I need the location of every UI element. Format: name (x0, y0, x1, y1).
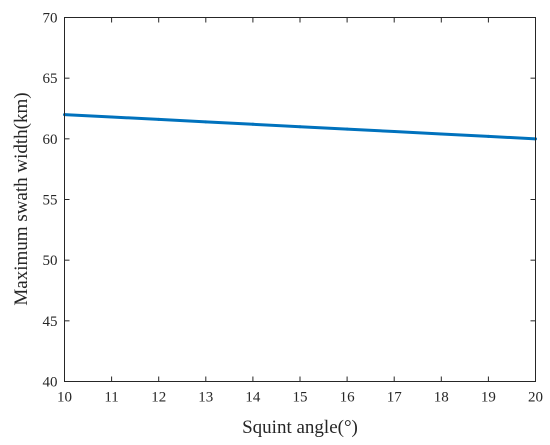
y-tick-label: 45 (43, 314, 58, 330)
x-tick-label: 10 (57, 390, 72, 406)
data-point (110, 115, 114, 119)
data-point (486, 134, 490, 138)
x-tick-label: 13 (198, 390, 213, 406)
y-tick-label: 50 (43, 253, 58, 269)
x-tick-label: 16 (340, 390, 356, 406)
x-axis-title: Squint angle(°) (242, 417, 358, 438)
x-tick-label: 17 (387, 390, 403, 406)
x-tick-label: 12 (151, 390, 166, 406)
plot-area-frame (64, 17, 536, 382)
data-point (392, 130, 396, 134)
ticks-layer: 10 11 12 13 14 15 16 17 18 19 20 40 45 50 55 60 65 70 (43, 11, 544, 406)
series-layer (63, 113, 537, 141)
y-axis-title: Maximum swath width(km) (11, 92, 32, 305)
x-tick-label: 18 (434, 390, 449, 406)
data-point (298, 125, 302, 129)
x-tick-label: 15 (293, 390, 308, 406)
y-tick-label: 40 (43, 375, 58, 391)
data-point (345, 127, 349, 131)
y-tick-label: 70 (43, 11, 58, 27)
data-point (251, 122, 255, 126)
x-tick-label: 11 (104, 390, 118, 406)
x-tick-label: 20 (528, 390, 543, 406)
y-tick-label: 65 (43, 71, 58, 87)
data-point (157, 117, 161, 121)
x-tick-label: 19 (481, 390, 496, 406)
data-point (204, 120, 208, 124)
y-tick-label: 60 (43, 132, 58, 148)
data-point (439, 132, 443, 136)
x-tick-label: 14 (245, 390, 261, 406)
y-tick-label: 55 (43, 193, 58, 209)
